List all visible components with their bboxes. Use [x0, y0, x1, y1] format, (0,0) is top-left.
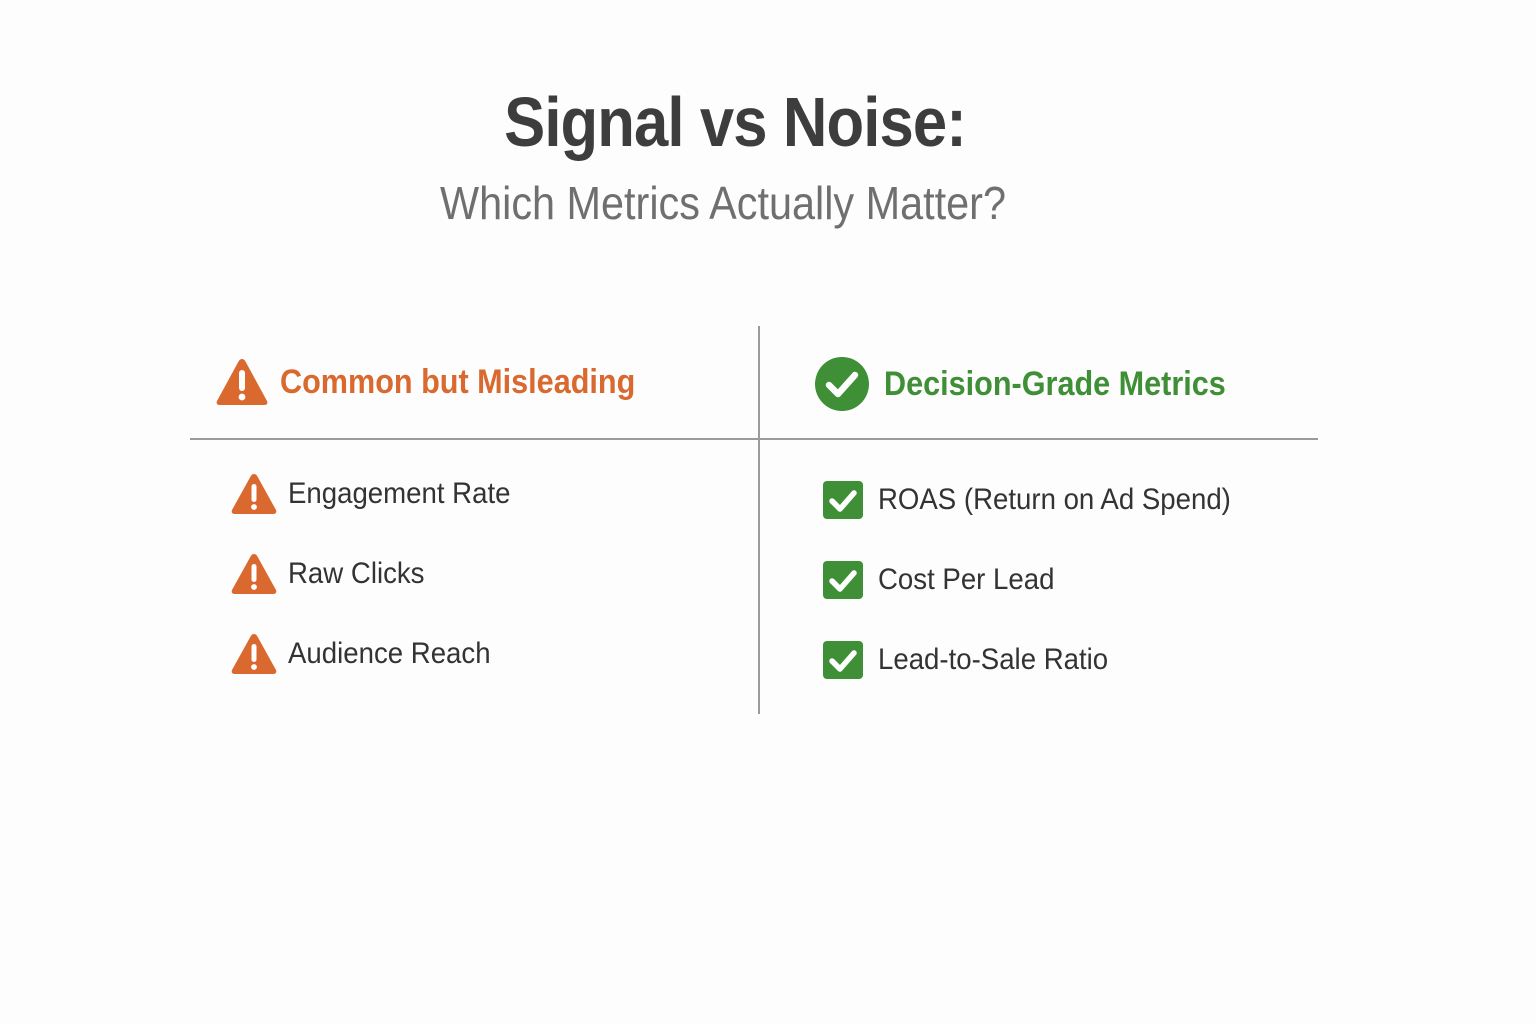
check-square-icon — [823, 481, 863, 519]
page-subtitle: Which Metrics Actually Matter? — [440, 177, 1006, 229]
horizontal-divider — [190, 438, 1318, 440]
vertical-divider — [758, 326, 760, 714]
list-item: Lead-to-Sale Ratio — [822, 640, 1128, 680]
list-item: Audience Reach — [230, 632, 508, 676]
list-item: Raw Clicks — [230, 552, 436, 596]
warning-triangle-icon — [216, 359, 268, 405]
misleading-column-title: Common but Misleading — [280, 362, 636, 401]
list-item: Engagement Rate — [230, 472, 530, 516]
misleading-column-header: Common but Misleading — [214, 356, 675, 408]
check-square-icon — [823, 641, 863, 679]
list-item: Cost Per Lead — [822, 560, 1070, 600]
page-title: Signal vs Noise: — [504, 83, 967, 161]
warning-triangle-icon — [231, 554, 277, 594]
list-item: ROAS (Return on Ad Spend) — [822, 480, 1262, 520]
warning-triangle-icon — [231, 634, 277, 674]
check-square-icon — [823, 561, 863, 599]
check-circle-icon — [815, 357, 869, 411]
decision-column-title: Decision-Grade Metrics — [884, 364, 1226, 403]
warning-triangle-icon — [231, 474, 277, 514]
decision-column-header: Decision-Grade Metrics — [814, 356, 1264, 412]
